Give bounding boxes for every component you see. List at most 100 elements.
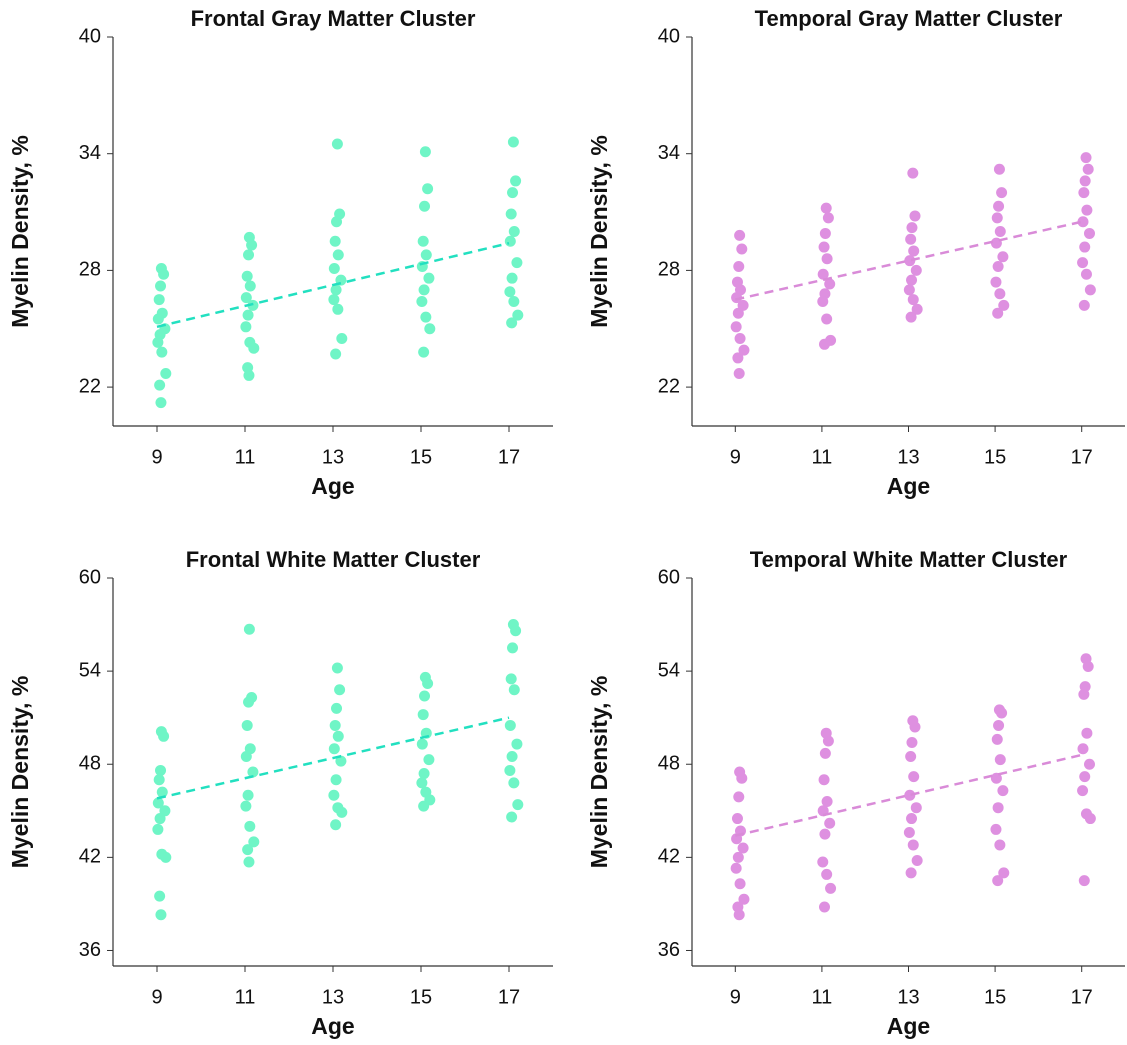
data-point [1084,284,1096,296]
y-tick-label: 42 [79,846,101,868]
data-point [818,901,830,913]
data-point [992,802,1004,814]
data-point [906,222,918,234]
trend-line [156,241,510,329]
data-point [240,292,252,304]
data-point [998,867,1010,879]
y-tick-label: 54 [79,659,101,681]
data-point [1080,152,1092,164]
data-point [330,348,342,360]
data-point [1079,241,1091,253]
data-point [732,352,744,364]
x-tick-label: 17 [498,986,520,1008]
data-point [730,321,742,333]
x-axis-label: Age [311,1013,354,1039]
data-point [1081,204,1093,216]
data-point [818,774,830,786]
x-axis-label: Age [311,473,354,499]
data-point [997,785,1009,797]
data-point [910,802,922,814]
data-point [996,707,1008,719]
data-point [736,243,748,255]
data-point [996,187,1008,199]
data-point [907,294,919,306]
data-point [990,772,1002,784]
data-point [905,311,917,323]
data-point [336,332,348,344]
data-point [419,200,431,212]
data-point [241,270,253,282]
data-point [154,813,166,825]
data-point [1077,743,1089,755]
data-point [328,262,340,274]
x-tick-label: 17 [1071,986,1093,1008]
data-point [416,296,428,308]
data-point [733,367,745,379]
data-point [822,212,834,224]
data-point [416,738,428,750]
data-point [155,280,167,292]
data-point [160,851,172,863]
data-point [418,346,430,358]
data-point [998,299,1010,311]
data-point [508,684,520,696]
data-point [731,292,743,304]
data-point [240,321,252,333]
data-point [990,823,1002,835]
data-point [903,284,915,296]
y-tick-label: 48 [79,753,101,775]
data-point [508,226,520,237]
data-point [908,771,920,783]
data-point [419,690,431,702]
data-point [1077,216,1089,228]
data-point [733,909,745,921]
data-point [506,317,518,329]
data-point [420,311,432,323]
data-point [417,235,429,247]
data-point [731,813,743,825]
data-point [510,175,522,187]
data-point [152,313,164,325]
data-point [243,369,255,381]
data-point [512,799,524,811]
data-point [240,750,252,762]
data-point [991,212,1003,224]
data-point [504,235,516,247]
data-point [418,800,430,812]
x-tick-label: 11 [235,446,256,468]
data-point [243,696,255,708]
data-point [820,202,832,214]
y-tick-label: 36 [79,939,101,961]
x-axis-label: Age [887,1013,930,1039]
data-point [908,245,920,257]
data-point [730,862,742,874]
data-point [328,789,340,801]
y-tick-label: 28 [658,259,680,281]
data-point [732,851,744,863]
chart-title: Frontal White Matter Cluster [186,547,481,572]
data-point [241,719,253,731]
x-tick-label: 11 [812,986,833,1008]
data-point [734,229,746,241]
chart-title: Frontal Gray Matter Cluster [191,6,476,31]
data-point [506,272,518,284]
x-tick-label: 17 [498,446,520,468]
data-point [909,721,921,733]
data-point [329,235,341,247]
x-tick-label: 15 [410,446,432,468]
data-point [993,163,1005,175]
x-tick-label: 17 [1071,446,1093,468]
data-point [1081,727,1093,739]
data-point [330,774,342,786]
data-point [993,200,1005,212]
data-point [155,397,167,409]
data-point [1078,187,1090,199]
data-point [158,268,170,280]
y-tick-label: 40 [658,25,680,47]
data-point [911,303,923,315]
data-point [1078,688,1090,700]
data-point [329,719,341,731]
x-tick-label: 9 [730,986,741,1008]
data-point [242,844,254,856]
data-point [160,367,172,379]
